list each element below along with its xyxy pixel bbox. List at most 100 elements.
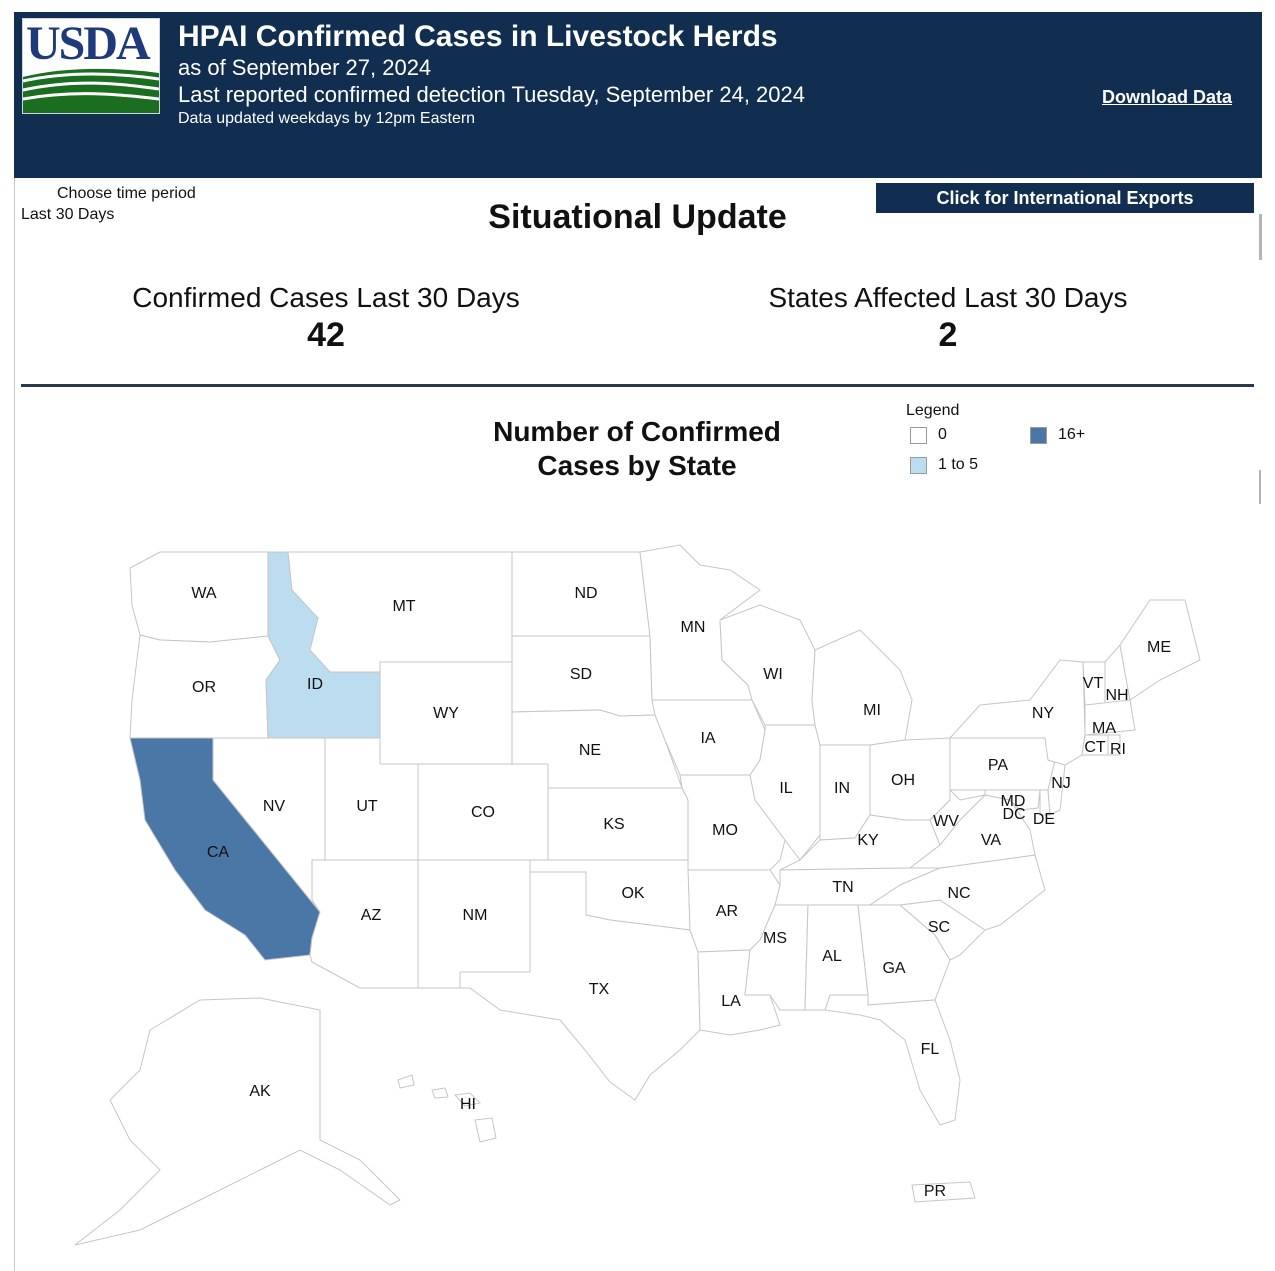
state-label-nj: NJ [1051,775,1071,792]
state-WV[interactable] [929,788,987,846]
state-label-wv: WV [933,813,959,830]
download-data-link[interactable]: Download Data [1101,87,1232,107]
header-banner: USDA HPAI Confirmed Cases in Livestock H… [14,12,1262,178]
map-title-line2: Cases by State [537,450,737,481]
state-label-mn: MN [681,619,706,636]
territory-PR[interactable] [911,1181,976,1203]
state-label-md: MD [1001,793,1026,810]
state-label-mt: MT [392,598,415,615]
state-label-pr: PR [924,1183,946,1200]
state-label-al: AL [822,948,842,965]
kpi-cases-label: Confirmed Cases Last 30 Days [132,282,520,313]
time-period-select[interactable]: Last 30 Days [21,206,115,223]
state-label-wa: WA [191,585,217,602]
state-label-ok: OK [621,885,644,902]
state-label-nd: ND [574,585,597,602]
as-of-date: as of September 27, 2024 [178,55,432,80]
state-label-sc: SC [928,919,950,936]
page-title: HPAI Confirmed Cases in Livestock Herds [178,20,778,53]
state-label-vt: VT [1083,675,1104,692]
state-label-ak: AK [249,1083,271,1100]
state-HI[interactable] [397,1074,497,1143]
state-MI[interactable] [811,629,913,746]
legend-title: Legend [906,402,960,419]
state-label-in: IN [834,780,850,797]
kpi-states-value: 2 [938,316,958,354]
state-label-nv: NV [263,798,286,815]
international-exports-button[interactable]: Click for International Exports [876,183,1254,213]
state-label-ma: MA [1092,720,1116,737]
state-AZ[interactable] [309,859,419,989]
map-title: Number of Confirmed Cases by State [437,415,837,483]
state-label-wi: WI [763,666,783,683]
state-label-nc: NC [947,885,970,902]
state-label-tx: TX [589,981,610,998]
state-label-ny: NY [1032,705,1055,722]
state-label-nm: NM [463,907,488,924]
state-NE[interactable] [511,709,683,789]
state-label-wy: WY [433,705,459,722]
logo-fields-icon [23,63,159,113]
state-label-ct: CT [1084,739,1106,756]
legend-swatch-16plus [1030,426,1047,444]
state-label-nh: NH [1105,687,1128,704]
kpi-states-label: States Affected Last 30 Days [768,282,1128,313]
state-label-hi: HI [460,1096,476,1113]
state-label-ut: UT [356,798,378,815]
state-NM[interactable] [417,859,531,989]
state-label-la: LA [721,993,741,1010]
state-label-sd: SD [570,666,592,683]
legend-item-16plus: 16+ [1030,426,1085,444]
state-MA[interactable] [1084,699,1136,736]
time-period-label: Choose time period [57,185,196,202]
last-detection: Last reported confirmed detection Tuesda… [178,82,805,107]
usda-logo: USDA [22,18,160,114]
section-title: Situational Update [488,198,787,236]
kpi-states-affected: States Affected Last 30 Days 2 [708,282,1188,355]
legend-label-16plus: 16+ [1058,426,1086,443]
state-label-ks: KS [603,816,624,833]
state-AK[interactable] [74,997,401,1246]
legend-swatch-zero [910,426,927,444]
kpi-cases-value: 42 [307,316,345,354]
state-label-va: VA [981,832,1001,849]
legend-item-1to5: 1 to 5 [910,456,978,474]
legend-label-1to5: 1 to 5 [938,456,979,473]
state-label-pa: PA [988,757,1008,774]
map-title-line1: Number of Confirmed [493,416,781,447]
state-label-co: CO [471,804,495,821]
state-TX[interactable] [459,871,701,1101]
state-label-dc: DC [1002,806,1025,823]
state-label-or: OR [192,679,216,696]
state-RI[interactable] [1107,734,1121,756]
logo-text: USDA [26,18,151,70]
state-NC[interactable] [868,854,1046,931]
state-label-fl: FL [921,1041,940,1058]
state-label-tn: TN [832,879,853,896]
section-divider [21,384,1254,387]
page-frame [14,12,1263,1271]
state-label-mo: MO [712,822,738,839]
state-label-il: IL [779,780,792,797]
state-label-ri: RI [1110,741,1126,758]
state-label-de: DE [1033,811,1055,828]
state-FL[interactable] [824,994,961,1126]
legend-swatch-1to5 [910,456,927,474]
state-label-ga: GA [882,960,905,977]
state-label-me: ME [1147,639,1171,656]
state-label-ky: KY [857,832,879,849]
state-label-ia: IA [700,730,715,747]
state-label-ne: NE [579,742,601,759]
state-label-oh: OH [891,772,915,789]
scroll-edge-lower [1259,470,1261,504]
state-label-ca: CA [207,844,230,861]
state-label-ar: AR [716,903,738,920]
state-label-az: AZ [361,907,382,924]
kpi-confirmed-cases: Confirmed Cases Last 30 Days 42 [86,282,566,355]
legend-label-zero: 0 [938,426,947,443]
scroll-edge [1259,214,1262,260]
state-label-mi: MI [863,702,881,719]
update-note: Data updated weekdays by 12pm Eastern [178,110,476,127]
